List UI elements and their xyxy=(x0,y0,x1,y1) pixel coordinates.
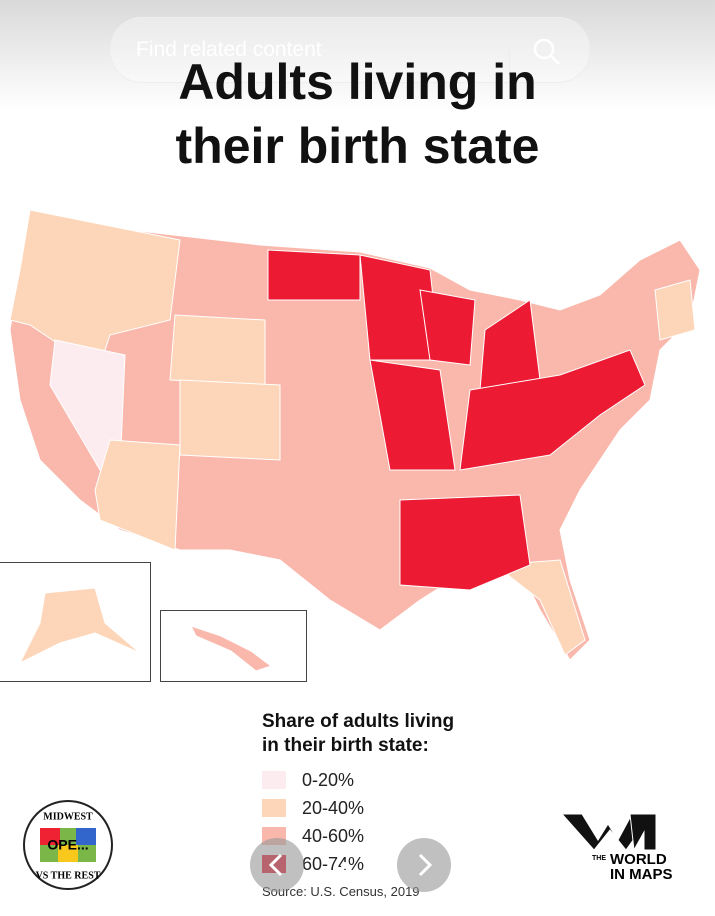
legend-item: 20-40% xyxy=(262,794,364,822)
hawaii-inset xyxy=(160,610,307,682)
legend-label: 60-74% xyxy=(302,853,365,874)
legend-label: 20-40% xyxy=(302,797,365,818)
legend-title-line: in their birth state: xyxy=(262,735,429,756)
map xyxy=(9,209,701,661)
prev-button[interactable] xyxy=(250,838,304,892)
divider xyxy=(509,30,510,70)
legend-label: 40-60% xyxy=(302,825,365,846)
logo-line: WORLD xyxy=(610,851,667,868)
logo-top: MIDWEST xyxy=(43,811,93,822)
midwest-logo: MIDWEST OPE... VS THE REST xyxy=(23,800,113,890)
search-icon[interactable] xyxy=(531,36,561,66)
logo-center: OPE... xyxy=(47,837,88,853)
state-region xyxy=(419,289,476,366)
logo-bottom: VS THE REST xyxy=(36,870,101,881)
state-region xyxy=(267,249,361,301)
legend-swatch xyxy=(262,771,286,789)
search-placeholder: Find related content xyxy=(136,38,322,61)
title: Adults living in their birth state xyxy=(0,50,715,178)
legend-title: Share of adults living in their birth st… xyxy=(262,710,454,758)
state-region xyxy=(94,439,181,551)
state-region xyxy=(169,314,266,386)
next-button[interactable] xyxy=(397,838,451,892)
state-region xyxy=(493,559,586,656)
logo-line: IN MAPS xyxy=(610,866,673,883)
legend-label: 0-20% xyxy=(302,769,355,790)
state-region xyxy=(369,359,456,471)
title-line: Adults living in xyxy=(178,54,537,110)
search-bar[interactable]: Find related content xyxy=(110,17,590,83)
logo-small: THE xyxy=(592,855,606,862)
state-region xyxy=(654,279,696,341)
state-region xyxy=(459,349,646,471)
legend-item: 0-20% xyxy=(262,766,364,794)
source: Source: U.S. Census, 2019 xyxy=(262,884,420,899)
legend-swatch xyxy=(262,799,286,817)
legend-title-line: Share of adults living xyxy=(262,711,455,732)
page-dot xyxy=(341,862,348,869)
title-line: their birth state xyxy=(175,118,540,174)
wm-logo: THE WORLD IN MAPS xyxy=(560,813,673,883)
state-region xyxy=(179,379,281,461)
state-region xyxy=(399,494,531,591)
alaska-inset xyxy=(0,562,151,682)
